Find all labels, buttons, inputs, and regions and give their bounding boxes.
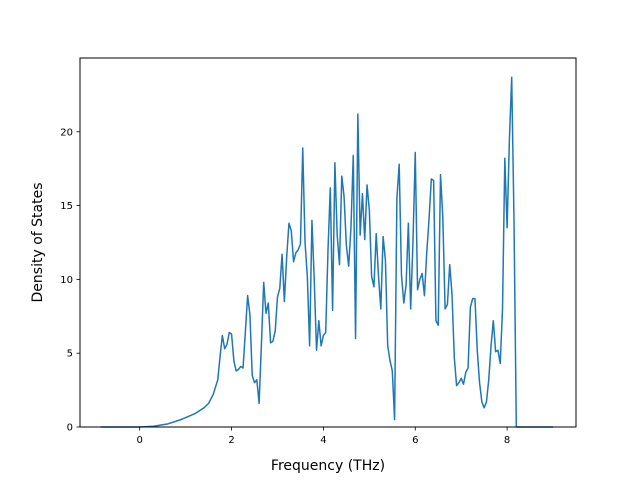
plot-frame [79, 57, 577, 428]
series-layer [100, 76, 554, 428]
x-axis-ticks: 0 2 4 6 8 [137, 427, 510, 446]
y-tick-label: 10 [60, 275, 73, 286]
x-tick-label: 2 [228, 435, 234, 446]
x-axis-label: Frequency (THz) [271, 458, 385, 474]
y-axis-ticks: 0 5 10 15 20 [60, 127, 80, 434]
y-axis-label: Density of States [30, 183, 46, 303]
series-line-0 [100, 76, 554, 428]
x-tick-label: 8 [504, 435, 510, 446]
y-tick-label: 15 [60, 201, 73, 212]
y-tick-label: 0 [67, 423, 73, 434]
y-tick-label: 20 [60, 127, 73, 138]
x-tick-label: 6 [412, 435, 418, 446]
y-tick-label: 5 [67, 349, 73, 360]
x-tick-label: 0 [137, 435, 143, 446]
x-tick-label: 4 [320, 435, 326, 446]
